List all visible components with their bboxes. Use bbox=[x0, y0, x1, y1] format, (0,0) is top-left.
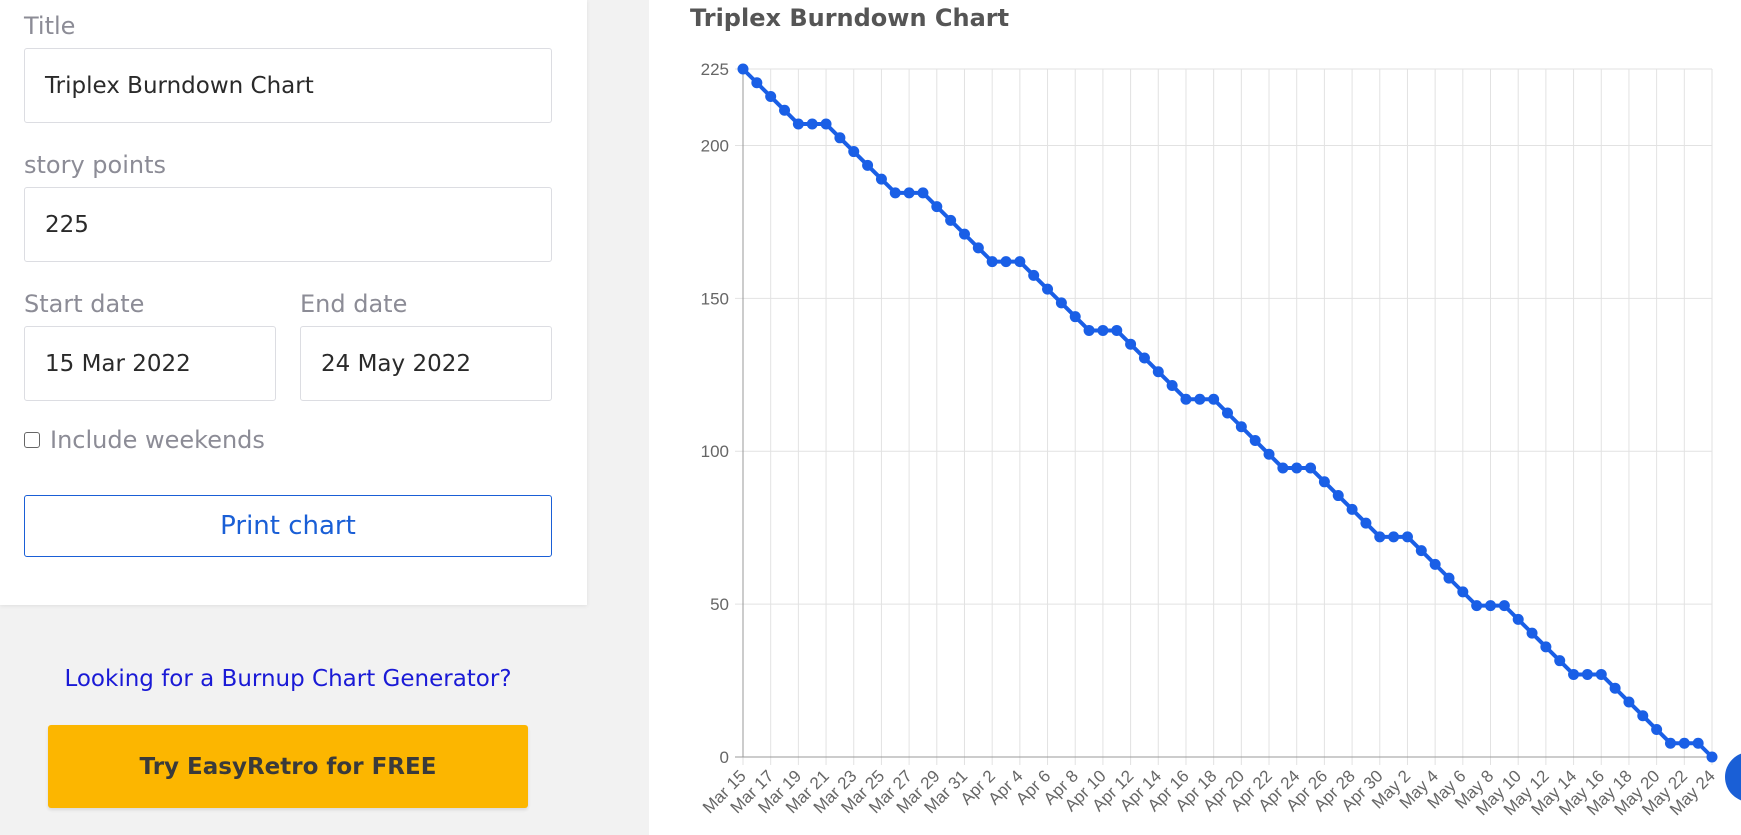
data-point bbox=[1028, 269, 1040, 281]
data-point bbox=[848, 146, 860, 158]
chart-grid bbox=[735, 68, 1713, 765]
data-point bbox=[945, 214, 957, 226]
start-date-label: Start date bbox=[24, 290, 145, 318]
end-date-input[interactable]: 24 May 2022 bbox=[300, 326, 552, 401]
data-point bbox=[917, 187, 929, 199]
data-point bbox=[1498, 600, 1510, 612]
data-point bbox=[1595, 668, 1607, 680]
include-weekends-checkbox[interactable] bbox=[24, 432, 40, 448]
data-point bbox=[1360, 517, 1372, 529]
data-point bbox=[1014, 256, 1026, 268]
data-point bbox=[1664, 737, 1676, 749]
title-input[interactable]: Triplex Burndown Chart bbox=[24, 48, 552, 123]
print-chart-button[interactable]: Print chart bbox=[24, 495, 552, 557]
data-point bbox=[1388, 531, 1400, 543]
data-point bbox=[1111, 324, 1123, 336]
story-points-input[interactable]: 225 bbox=[24, 187, 552, 262]
data-point bbox=[862, 159, 874, 171]
data-point bbox=[1332, 490, 1344, 502]
data-point bbox=[1097, 324, 1109, 336]
data-point bbox=[1415, 545, 1427, 557]
data-point bbox=[1568, 668, 1580, 680]
data-point bbox=[1443, 572, 1455, 584]
data-point bbox=[1678, 737, 1690, 749]
data-point bbox=[1374, 531, 1386, 543]
data-point bbox=[1194, 393, 1206, 405]
chart-panel bbox=[649, 0, 1741, 835]
y-tick-label: 225 bbox=[701, 60, 729, 79]
data-point bbox=[1069, 311, 1081, 323]
data-point bbox=[737, 63, 749, 75]
data-point bbox=[1512, 613, 1524, 625]
include-weekends-label: Include weekends bbox=[50, 426, 265, 454]
data-point bbox=[1152, 366, 1164, 378]
data-point bbox=[1318, 476, 1330, 488]
chart-title: Triplex Burndown Chart bbox=[690, 4, 1010, 32]
data-point bbox=[751, 77, 763, 89]
title-label: Title bbox=[24, 12, 76, 40]
data-point bbox=[806, 118, 818, 130]
try-easyretro-button[interactable]: Try EasyRetro for FREE bbox=[48, 725, 528, 808]
data-point bbox=[1083, 324, 1095, 336]
data-point bbox=[1208, 393, 1220, 405]
data-point bbox=[1706, 751, 1718, 763]
data-point bbox=[1471, 600, 1483, 612]
data-point bbox=[1166, 379, 1178, 391]
y-tick-label: 150 bbox=[701, 289, 729, 308]
data-point bbox=[1125, 338, 1137, 350]
y-tick-label: 100 bbox=[701, 442, 729, 461]
data-point bbox=[1055, 297, 1067, 309]
y-tick-label: 0 bbox=[720, 748, 729, 767]
data-point bbox=[1540, 641, 1552, 653]
data-point bbox=[889, 187, 901, 199]
data-point bbox=[1401, 531, 1413, 543]
data-point bbox=[765, 91, 777, 103]
data-point bbox=[779, 104, 791, 116]
data-point bbox=[986, 256, 998, 268]
data-point bbox=[1235, 421, 1247, 433]
data-point bbox=[1263, 448, 1275, 460]
y-tick-labels: 0 50 100 150 200 225 bbox=[701, 60, 729, 767]
start-date-input[interactable]: 15 Mar 2022 bbox=[24, 326, 276, 401]
data-point bbox=[1346, 503, 1358, 515]
end-date-label: End date bbox=[300, 290, 408, 318]
data-point bbox=[1305, 462, 1317, 474]
chat-widget-button[interactable] bbox=[1725, 752, 1741, 802]
data-point bbox=[1485, 600, 1497, 612]
data-points bbox=[737, 63, 1718, 763]
data-point bbox=[1222, 407, 1233, 419]
story-points-label: story points bbox=[24, 151, 167, 179]
data-point bbox=[1651, 723, 1663, 735]
data-point bbox=[958, 228, 970, 240]
data-point bbox=[1249, 435, 1261, 447]
data-point bbox=[1291, 462, 1303, 474]
y-tick-label: 50 bbox=[710, 595, 729, 614]
data-point bbox=[1457, 586, 1469, 598]
y-tick-label: 200 bbox=[701, 136, 729, 155]
burnup-generator-link[interactable]: Looking for a Burnup Chart Generator? bbox=[64, 666, 512, 692]
data-point bbox=[903, 187, 915, 199]
data-point bbox=[1692, 737, 1704, 749]
data-point bbox=[1581, 668, 1593, 680]
data-point bbox=[972, 242, 984, 254]
data-point bbox=[792, 118, 804, 130]
data-point bbox=[1138, 352, 1150, 364]
data-point bbox=[1554, 655, 1566, 667]
data-point bbox=[931, 201, 943, 213]
data-point bbox=[1609, 682, 1621, 694]
data-point bbox=[834, 132, 846, 144]
data-point bbox=[1637, 710, 1649, 722]
data-point bbox=[1180, 393, 1192, 405]
data-point bbox=[1277, 462, 1289, 474]
data-point bbox=[1000, 256, 1012, 268]
data-point bbox=[1623, 696, 1635, 708]
data-point bbox=[875, 173, 887, 185]
data-point bbox=[1429, 558, 1441, 570]
data-point bbox=[820, 118, 832, 130]
data-point bbox=[1526, 627, 1538, 639]
data-point bbox=[1042, 283, 1054, 295]
